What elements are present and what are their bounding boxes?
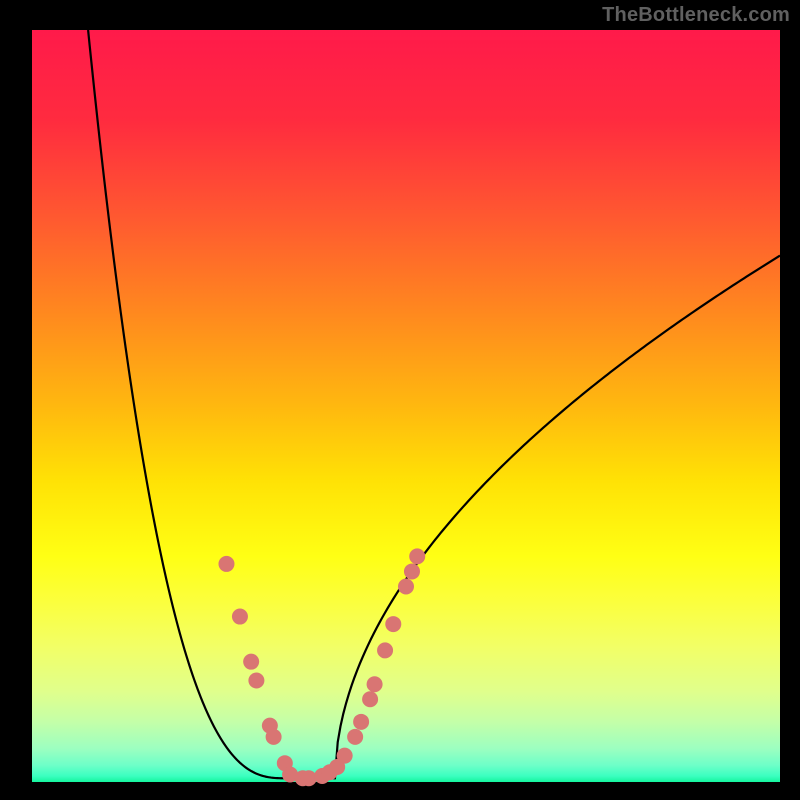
data-marker [301, 770, 317, 786]
data-marker [218, 556, 234, 572]
data-marker [362, 691, 378, 707]
data-marker [385, 616, 401, 632]
plot-background [32, 30, 780, 782]
data-marker [243, 654, 259, 670]
chart-container: TheBottleneck.com [0, 0, 800, 800]
data-marker [367, 676, 383, 692]
data-marker [232, 609, 248, 625]
data-marker [353, 714, 369, 730]
watermark-text: TheBottleneck.com [602, 4, 790, 27]
data-marker [266, 729, 282, 745]
data-marker [404, 563, 420, 579]
data-marker [248, 672, 264, 688]
data-marker [337, 748, 353, 764]
data-marker [377, 642, 393, 658]
data-marker [398, 578, 414, 594]
bottleneck-chart [0, 0, 800, 800]
data-marker [347, 729, 363, 745]
data-marker [409, 548, 425, 564]
